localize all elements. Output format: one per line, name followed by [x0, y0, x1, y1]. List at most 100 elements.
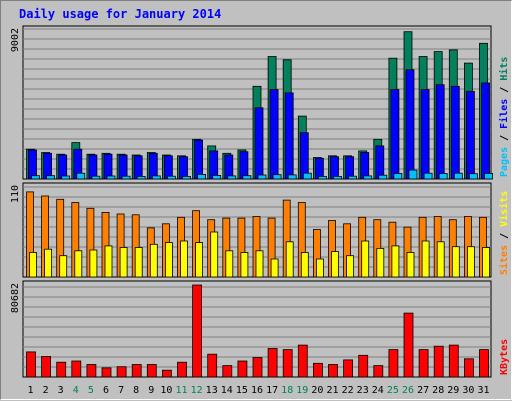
- bar-kbytes: [207, 353, 218, 378]
- bar-visits: [255, 250, 264, 278]
- bar-visits: [89, 249, 98, 278]
- bar-visits: [44, 248, 52, 278]
- bar-files: [148, 152, 158, 180]
- bar-visits: [451, 246, 460, 278]
- day-label: 9: [148, 385, 154, 396]
- bar-files: [254, 107, 264, 180]
- bar-files: [88, 154, 98, 180]
- bar-kbytes: [373, 365, 384, 378]
- bar-kbytes: [343, 359, 354, 378]
- day-label: 15: [236, 385, 248, 396]
- day-label: 30: [462, 385, 474, 396]
- bar-visits: [74, 250, 83, 278]
- bar-kbytes: [71, 360, 82, 378]
- day-label: 16: [251, 385, 263, 396]
- legend-item: KBytes: [499, 339, 510, 375]
- bar-pages: [197, 173, 207, 180]
- bar-visits: [300, 252, 309, 278]
- bar-kbytes: [56, 361, 67, 378]
- day-label: 2: [43, 385, 49, 396]
- day-label: 5: [88, 385, 94, 396]
- day-label: 20: [311, 385, 323, 396]
- bar-pages: [468, 173, 478, 180]
- legend-item: Visits: [498, 191, 510, 227]
- bar-visits: [240, 252, 249, 278]
- legend-separator: /: [499, 227, 510, 245]
- bar-kbytes: [448, 344, 459, 378]
- bar-pages: [408, 169, 418, 180]
- bar-pages: [272, 174, 282, 180]
- bar-kbytes: [403, 312, 414, 378]
- bar-files: [103, 153, 113, 180]
- bar-files: [420, 89, 430, 180]
- bar-files: [224, 154, 234, 180]
- day-label: 28: [432, 385, 444, 396]
- bar-files: [118, 154, 128, 180]
- bar-pages: [242, 175, 252, 180]
- bar-visits: [391, 245, 400, 278]
- bar-visits: [331, 251, 339, 278]
- bar-pages: [31, 175, 40, 180]
- chart-title: Daily usage for January 2014: [19, 7, 222, 21]
- bar-pages: [121, 175, 131, 180]
- legend-item: Files: [498, 99, 510, 129]
- day-label: 17: [266, 385, 278, 396]
- bar-pages: [212, 174, 222, 180]
- bar-files: [28, 149, 37, 180]
- bar-kbytes: [463, 358, 474, 378]
- bar-visits: [376, 247, 385, 278]
- bar-visits: [29, 252, 37, 278]
- bar-pages: [76, 172, 86, 180]
- bar-visits: [421, 240, 430, 278]
- bar-pages: [61, 175, 71, 180]
- bar-files: [450, 85, 460, 180]
- bar-pages: [287, 174, 297, 180]
- bar-pages: [378, 174, 388, 180]
- day-label: 19: [296, 385, 308, 396]
- bar-pages: [106, 175, 116, 180]
- bar-pages: [438, 173, 448, 180]
- bar-files: [360, 152, 370, 180]
- y-max-label-visits-sites: 110: [10, 185, 21, 203]
- day-label: 10: [160, 385, 172, 396]
- bar-files: [299, 132, 309, 180]
- legend-visits-sites: Sites / Visits: [498, 191, 510, 275]
- day-label: 7: [118, 385, 124, 396]
- bar-files: [239, 151, 249, 180]
- bar-pages: [166, 175, 176, 180]
- bar-pages: [46, 175, 55, 180]
- bar-files: [390, 89, 400, 180]
- bar-pages: [317, 175, 327, 180]
- bar-files: [269, 89, 279, 180]
- bar-visits: [346, 255, 355, 278]
- bar-visits: [225, 250, 234, 278]
- bar-pages: [348, 175, 358, 180]
- y-max-label-kbytes: 80682: [10, 283, 21, 313]
- day-label: 23: [357, 385, 369, 396]
- day-label: 18: [281, 385, 293, 396]
- bar-files: [43, 152, 52, 180]
- bar-pages: [363, 175, 373, 180]
- bar-kbytes: [479, 349, 489, 378]
- bar-kbytes: [297, 344, 308, 378]
- bar-pages: [484, 172, 493, 180]
- bar-visits: [104, 245, 113, 278]
- day-label: 6: [103, 385, 109, 396]
- bar-kbytes: [312, 362, 323, 378]
- legend-item: Sites: [498, 245, 510, 275]
- bar-kbytes: [177, 361, 187, 378]
- bar-kbytes: [86, 364, 97, 378]
- day-label: 26: [402, 385, 414, 396]
- bar-visits: [180, 240, 188, 278]
- bar-pages: [91, 175, 101, 180]
- bar-pages: [423, 172, 433, 180]
- bar-visits: [285, 241, 294, 278]
- day-label: 21: [326, 385, 338, 396]
- legend-kbytes: KBytes: [499, 339, 510, 375]
- bar-pages: [453, 172, 463, 180]
- bar-visits: [466, 246, 475, 278]
- bar-visits: [195, 242, 204, 278]
- legend-hits-files-pages: Pages / Files / Hits: [498, 57, 510, 177]
